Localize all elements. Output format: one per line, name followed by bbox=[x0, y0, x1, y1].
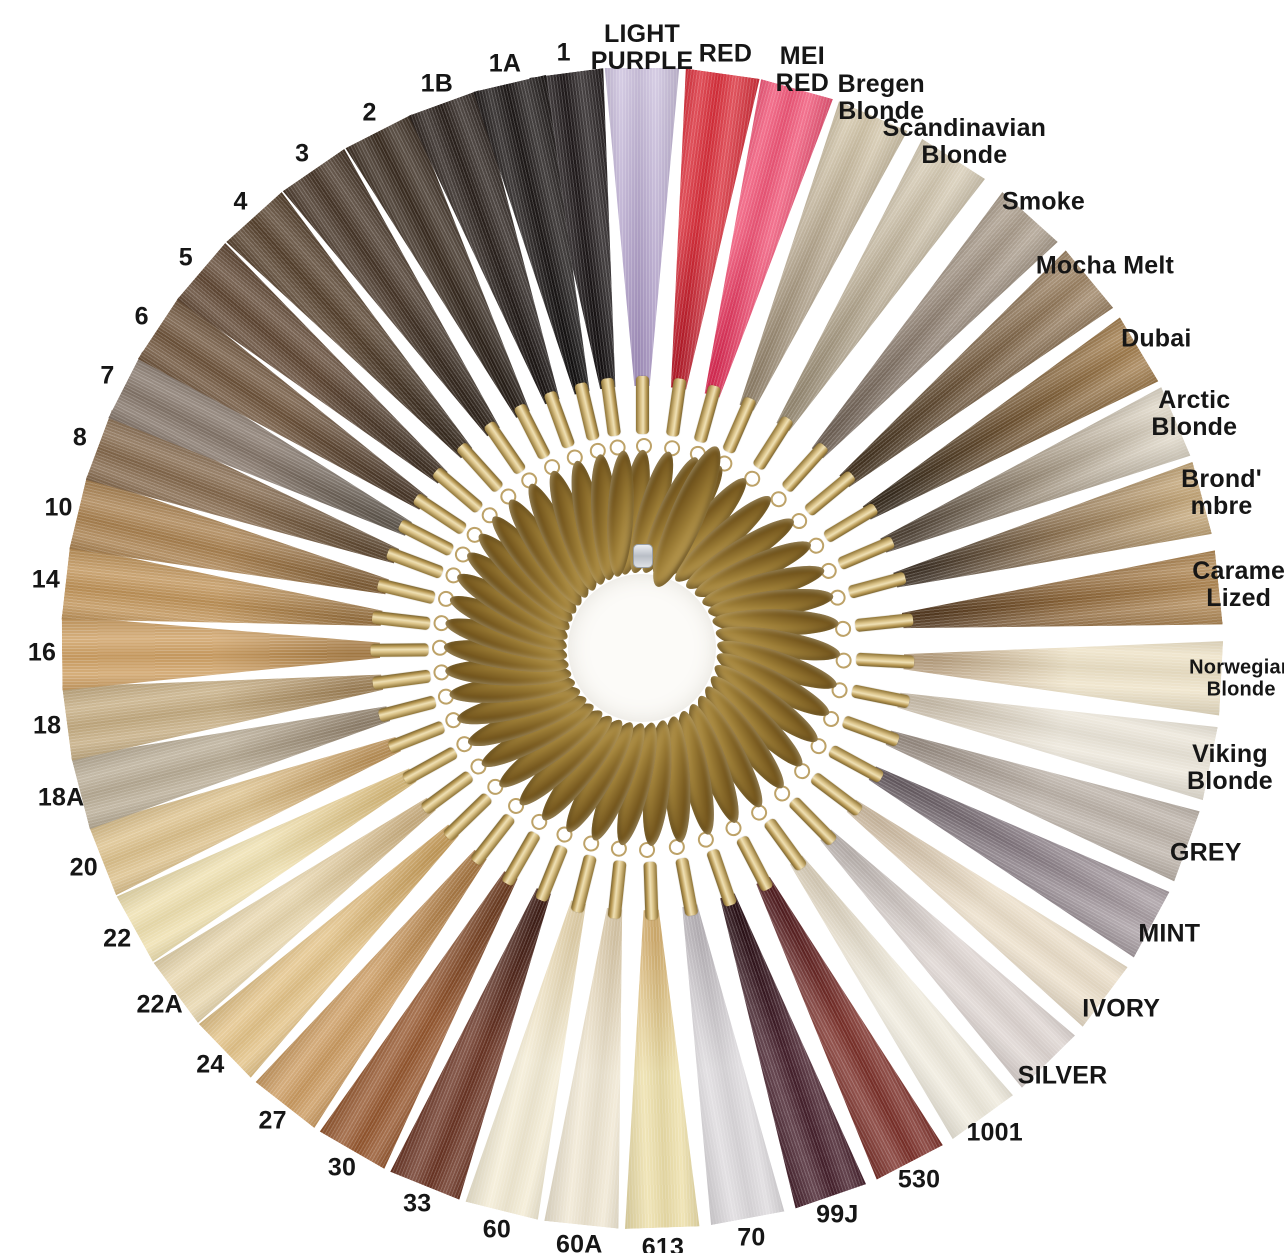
swatch-label-33: 33 bbox=[403, 1189, 432, 1218]
swatch-label-10: 10 bbox=[44, 493, 73, 522]
swatch-label-grey: GREY bbox=[1169, 838, 1242, 867]
swatch-label-613: 613 bbox=[641, 1233, 685, 1253]
crimp-ferrule-24 bbox=[441, 791, 493, 842]
swatch-label-1001: 1001 bbox=[966, 1118, 1023, 1147]
crimp-ferrule-2 bbox=[512, 402, 551, 461]
crimp-ferrule-mint bbox=[826, 744, 885, 784]
swatch-label-brond-mbre: Brond' mbre bbox=[1181, 464, 1262, 520]
crimp-ferrule-light-purple bbox=[635, 376, 649, 434]
crimp-ferrule-mei-red bbox=[692, 384, 721, 444]
crimp-ferrule-60 bbox=[569, 854, 597, 914]
crimp-ferrule-16 bbox=[369, 643, 429, 657]
crimp-ferrule-bregen-blonde bbox=[721, 395, 757, 455]
swatch-label-silver: SILVER bbox=[1017, 1061, 1108, 1090]
crimp-ferrule-carame-lized bbox=[854, 613, 914, 633]
swatch-label-norwegian-blonde: Norwegian Blonde bbox=[1189, 656, 1284, 701]
swatch-label-viking-blonde: Viking Blonde bbox=[1186, 739, 1273, 795]
swatch-label-99j: 99J bbox=[816, 1200, 859, 1229]
swatch-label-18: 18 bbox=[33, 711, 62, 740]
swatch-label-1a: 1A bbox=[488, 49, 522, 78]
swatch-label-22: 22 bbox=[103, 924, 132, 953]
swatch-label-5: 5 bbox=[178, 243, 193, 272]
crimp-ferrule-33 bbox=[534, 843, 568, 903]
swatch-label-3: 3 bbox=[295, 139, 310, 168]
crimp-ferrule-20 bbox=[386, 720, 446, 754]
swatch-label-dubai: Dubai bbox=[1121, 324, 1192, 353]
crimp-ferrule-red bbox=[665, 377, 687, 437]
crimp-ferrule-14 bbox=[371, 610, 431, 631]
swatch-label-6: 6 bbox=[134, 302, 149, 331]
swatch-label-mei-red: MEI RED bbox=[775, 41, 830, 97]
crimp-ferrule-dubai bbox=[822, 502, 879, 544]
crimp-ferrule-norwegian-blonde bbox=[855, 652, 914, 669]
swatch-label-carame-lized: Carame Lized bbox=[1192, 557, 1284, 613]
crimp-ferrule-mocha-melt bbox=[802, 469, 857, 517]
crimp-ferrule-silver bbox=[787, 796, 838, 847]
crimp-ferrule-brond-mbre bbox=[847, 571, 907, 599]
swatch-label-arctic-blonde: Arctic Blonde bbox=[1151, 385, 1238, 441]
swatch-label-30: 30 bbox=[327, 1153, 357, 1182]
swatch-label-20: 20 bbox=[69, 853, 98, 882]
crimp-ferrule-smoke bbox=[780, 441, 829, 494]
crimp-ferrule-arctic-blonde bbox=[836, 535, 895, 571]
swatch-label-27: 27 bbox=[258, 1106, 287, 1135]
crimp-ferrule-viking-blonde bbox=[850, 684, 910, 709]
swatch-label-16: 16 bbox=[27, 638, 57, 667]
crimp-ferrule-1a bbox=[573, 381, 600, 442]
crimp-ferrule-10 bbox=[375, 578, 436, 605]
swatch-label-4: 4 bbox=[233, 187, 248, 216]
crimp-ferrule-99j bbox=[705, 848, 737, 908]
crimp-ferrule-613 bbox=[642, 861, 658, 921]
swatch-label-70: 70 bbox=[737, 1223, 766, 1252]
swatch-label-mint: MINT bbox=[1138, 919, 1201, 948]
swatch-label-smoke: Smoke bbox=[1001, 187, 1085, 216]
swatch-label-2: 2 bbox=[362, 98, 377, 127]
swatch-label-7: 7 bbox=[100, 361, 115, 390]
crimp-ferrule-22 bbox=[400, 746, 458, 786]
swatch-label-red: RED bbox=[698, 39, 753, 68]
swatch-label-mocha-melt: Mocha Melt bbox=[1035, 251, 1175, 280]
swatch-label-530: 530 bbox=[897, 1165, 941, 1194]
swatch-label-14: 14 bbox=[31, 565, 60, 594]
crimp-ferrule-530 bbox=[735, 834, 774, 893]
crimp-ferrule-1 bbox=[600, 377, 621, 437]
swatch-label-60: 60 bbox=[482, 1215, 511, 1244]
swatch-label-ivory: IVORY bbox=[1082, 994, 1161, 1023]
ring-center bbox=[568, 574, 716, 722]
crimp-ferrule-ivory bbox=[808, 771, 864, 817]
swatch-label-scandinavian-blonde: Scandinavian Blonde bbox=[882, 113, 1047, 169]
gold-tag-face bbox=[604, 450, 637, 578]
crimp-ferrule-70 bbox=[674, 857, 698, 917]
ring-clasp bbox=[633, 544, 653, 568]
swatch-label-22a: 22A bbox=[136, 990, 183, 1019]
swatch-label-1b: 1B bbox=[420, 69, 453, 98]
swatch-label-1: 1 bbox=[556, 38, 571, 67]
crimp-ferrule-27 bbox=[469, 812, 516, 867]
crimp-ferrule-60a bbox=[607, 860, 627, 920]
swatch-label-24: 24 bbox=[196, 1050, 225, 1079]
swatch-label-bregen-blonde: Bregen Blonde bbox=[837, 69, 925, 125]
crimp-ferrule-scandinavian-blonde bbox=[751, 415, 794, 472]
crimp-ferrule-18a bbox=[377, 695, 437, 723]
crimp-ferrule-30 bbox=[500, 830, 541, 887]
crimp-ferrule-grey bbox=[840, 715, 900, 748]
swatch-label-8: 8 bbox=[72, 423, 88, 452]
swatch-label-light-purple: LIGHT PURPLE bbox=[590, 20, 694, 75]
crimp-ferrule-18 bbox=[371, 669, 431, 690]
swatch-label-18a: 18A bbox=[37, 783, 85, 812]
crimp-ferrule-1001 bbox=[762, 817, 808, 872]
hair-swatch-light-purple bbox=[604, 68, 680, 386]
crimp-ferrule-1b bbox=[542, 390, 575, 450]
swatch-label-60a: 60A bbox=[556, 1230, 603, 1253]
